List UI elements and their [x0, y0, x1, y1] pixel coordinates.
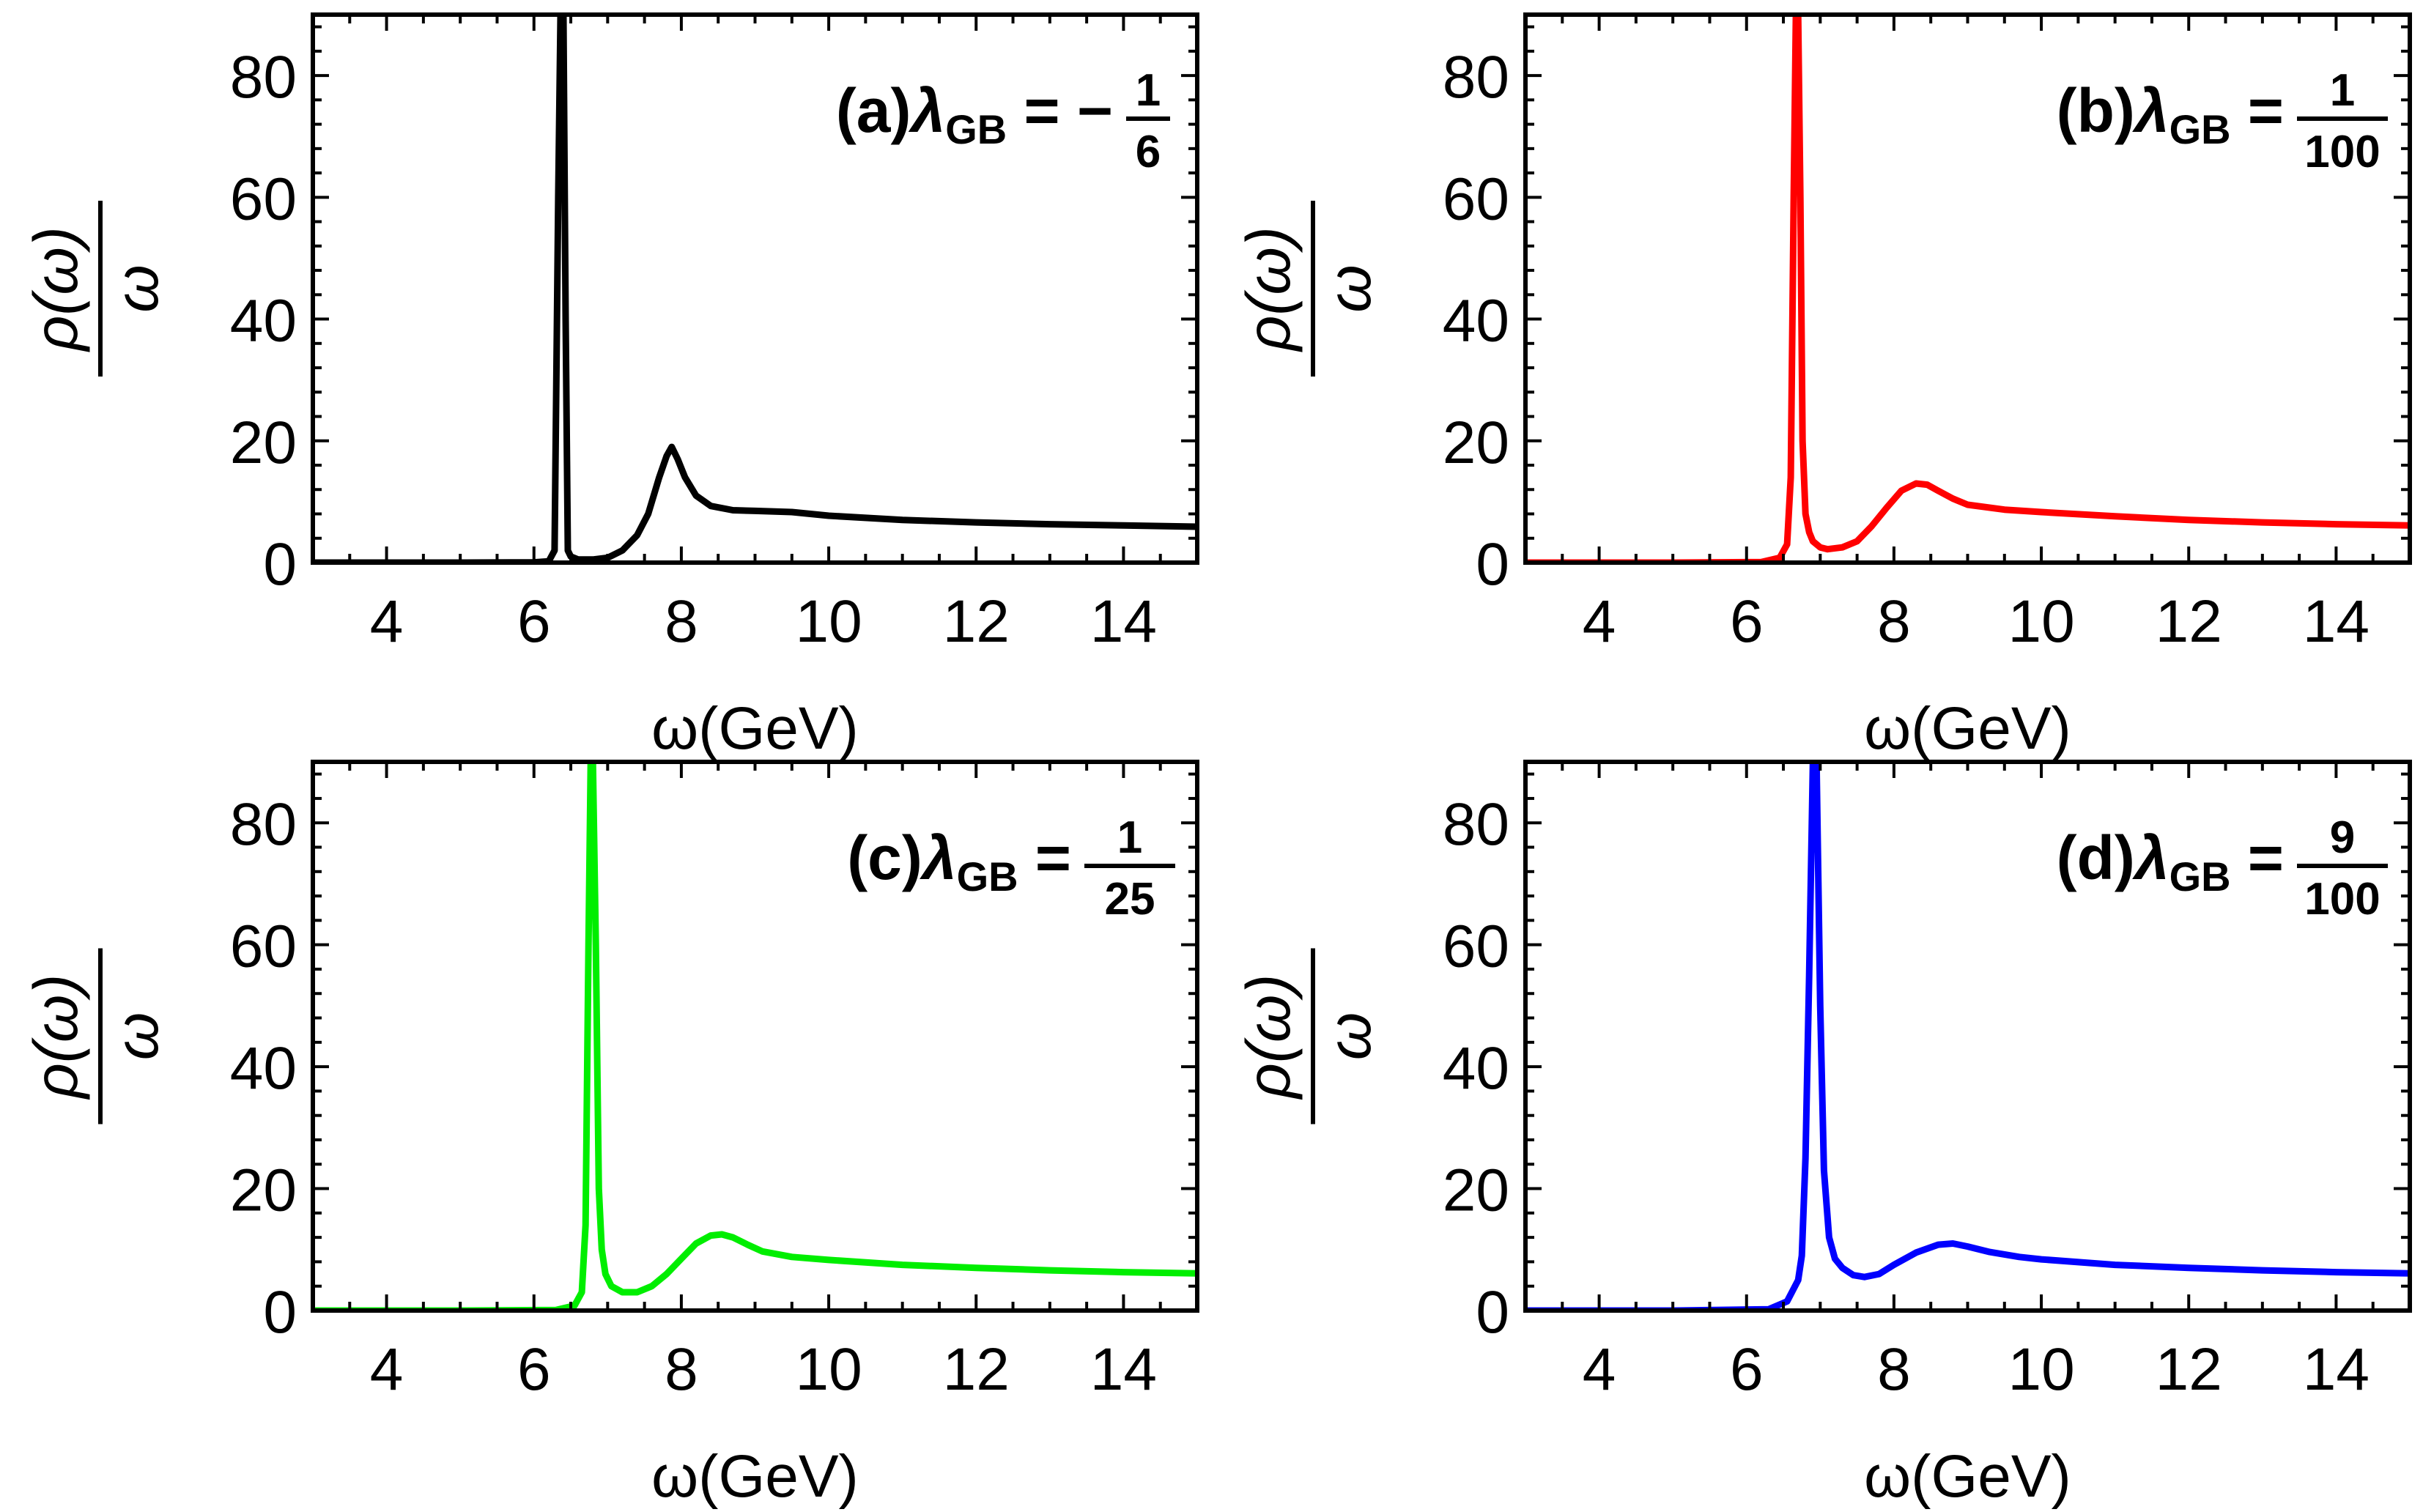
annotation-numerator: 1	[2330, 65, 2355, 116]
y-tick-label: 60	[1443, 914, 1509, 980]
y-axis-label-denominator: ω	[1314, 1012, 1383, 1060]
x-tick-label: 6	[517, 1336, 551, 1403]
x-axis-label: ω(GeV)	[651, 695, 859, 762]
y-tick-label: 20	[1443, 410, 1509, 476]
y-axis-label-numerator: ρ(ω)	[21, 226, 90, 352]
x-tick-label: 8	[665, 588, 698, 655]
y-tick-label: 80	[1443, 44, 1509, 111]
y-tick-label: 0	[263, 1279, 297, 1346]
chart-panel-d: 4 6 8 10 12 14 0 20 40 60 80 ω(GeV) ρ(ω) ω 9 100 (d)λGB …	[1234, 760, 2412, 1510]
panel-label: (b)	[2057, 76, 2135, 145]
panel-annotation: (c)λGB =	[847, 823, 1071, 900]
x-tick-label: 12	[943, 1336, 1010, 1403]
x-tick-label: 14	[1090, 1336, 1157, 1403]
panel-annotation: (b)λGB =	[2057, 76, 2284, 152]
series-line	[313, 762, 1197, 1311]
lambda-symbol: λ	[2132, 76, 2169, 145]
x-tick-label: 10	[2008, 588, 2074, 655]
y-axis-label-numerator: ρ(ω)	[1234, 226, 1303, 352]
y-tick-label: 0	[1476, 531, 1509, 598]
lambda-symbol: λ	[908, 76, 945, 145]
y-tick-label: 20	[230, 410, 297, 476]
x-tick-label: 8	[1877, 1336, 1911, 1403]
y-tick-label: 0	[263, 531, 297, 598]
lambda-subscript: GB	[2169, 106, 2231, 152]
y-tick-label: 80	[230, 44, 297, 111]
y-axis-label: ρ(ω) ω	[21, 201, 171, 377]
y-tick-label: 40	[1443, 288, 1509, 355]
y-tick-label: 80	[230, 791, 297, 858]
annotation-numerator: 1	[1117, 812, 1142, 863]
x-tick-label: 14	[2303, 588, 2370, 655]
lambda-subscript: GB	[957, 853, 1018, 900]
x-axis-label: ω(GeV)	[1864, 695, 2071, 762]
x-tick-label: 6	[1730, 1336, 1764, 1403]
x-tick-label: 8	[1877, 588, 1911, 655]
y-axis-label: ρ(ω) ω	[1234, 948, 1383, 1124]
series-line	[1525, 762, 2410, 1311]
y-tick-label: 60	[230, 914, 297, 980]
x-tick-label: 4	[1583, 1336, 1616, 1403]
y-tick-label: 80	[1443, 791, 1509, 858]
x-axis-label: ω(GeV)	[1864, 1443, 2071, 1510]
panel-label: (c)	[847, 823, 922, 892]
x-tick-label: 12	[2156, 1336, 2222, 1403]
x-tick-label: 10	[2008, 1336, 2074, 1403]
equals-sign: =	[2231, 76, 2284, 145]
x-tick-label: 12	[943, 588, 1010, 655]
annotation-numerator: 9	[2330, 812, 2355, 863]
y-axis-label-numerator: ρ(ω)	[21, 974, 90, 1100]
x-tick-label: 10	[795, 1336, 862, 1403]
x-tick-label: 12	[2156, 588, 2222, 655]
x-tick-label: 6	[1730, 588, 1764, 655]
y-tick-label: 40	[230, 1035, 297, 1102]
x-tick-label: 10	[795, 588, 862, 655]
series-line	[1525, 15, 2410, 563]
panel-label: (d)	[2057, 823, 2135, 892]
chart-panel-c: 4 6 8 10 12 14 0 20 40 60 80 ω(GeV) ρ(ω) ω 1 25 (c)λGB =	[21, 760, 1199, 1510]
lambda-subscript: GB	[2169, 853, 2231, 900]
y-axis-label-denominator: ω	[102, 1012, 171, 1060]
annotation-denominator: 6	[1136, 127, 1161, 177]
annotation-numerator: 1	[1136, 65, 1161, 116]
x-tick-label: 4	[370, 1336, 404, 1403]
annotation-denominator: 25	[1105, 874, 1155, 924]
annotation-denominator: 100	[2304, 127, 2380, 177]
x-tick-label: 8	[665, 1336, 698, 1403]
y-tick-label: 20	[230, 1157, 297, 1224]
annotation-denominator: 100	[2304, 874, 2380, 924]
x-tick-label: 14	[2303, 1336, 2370, 1403]
y-axis-label-denominator: ω	[102, 264, 171, 312]
x-tick-label: 4	[370, 588, 404, 655]
y-tick-label: 20	[1443, 1157, 1509, 1224]
y-tick-label: 60	[1443, 166, 1509, 232]
series-line	[313, 15, 1197, 563]
lambda-symbol: λ	[920, 823, 957, 892]
lambda-subscript: GB	[945, 106, 1007, 152]
equals-sign: =	[1007, 76, 1077, 145]
x-tick-label: 6	[517, 588, 551, 655]
y-tick-label: 0	[1476, 1279, 1509, 1346]
y-axis-label-denominator: ω	[1314, 264, 1383, 312]
chart-panel-a: 4 6 8 10 12 14 0 20 40 60 80 ω(GeV) ρ(ω) ω 1 6 (a)λGB = …	[21, 12, 1199, 762]
equals-sign: =	[1018, 823, 1071, 892]
y-tick-label: 40	[230, 288, 297, 355]
y-tick-label: 40	[1443, 1035, 1509, 1102]
y-axis-label: ρ(ω) ω	[1234, 201, 1383, 377]
panel-annotation: (d)λGB =	[2057, 823, 2284, 900]
lambda-symbol: λ	[2132, 823, 2169, 892]
x-axis-label: ω(GeV)	[651, 1443, 859, 1510]
panel-label: (a)	[836, 76, 911, 145]
minus-sign: −	[1077, 76, 1113, 145]
y-axis-label: ρ(ω) ω	[21, 948, 171, 1124]
chart-panel-b: 4 6 8 10 12 14 0 20 40 60 80 ω(GeV) ρ(ω) ω 1 100 (b)λGB …	[1234, 12, 2412, 762]
y-axis-label-numerator: ρ(ω)	[1234, 974, 1303, 1100]
equals-sign: =	[2231, 823, 2284, 892]
x-tick-label: 14	[1090, 588, 1157, 655]
y-tick-label: 60	[230, 166, 297, 232]
panel-annotation: (a)λGB = −	[836, 76, 1113, 152]
x-tick-label: 4	[1583, 588, 1616, 655]
